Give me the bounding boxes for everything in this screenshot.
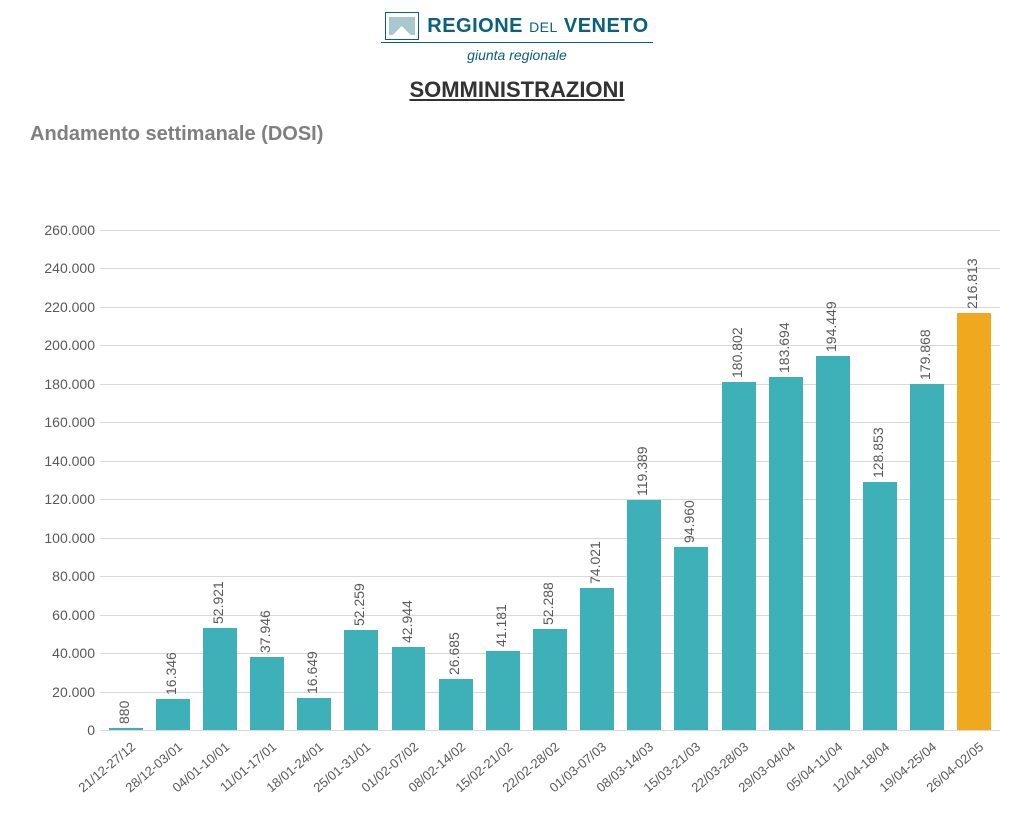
y-tick-label: 120.000: [30, 491, 95, 507]
bar: 52.259: [344, 630, 378, 730]
bar-value-label: 183.694: [776, 322, 792, 373]
bar-value-label: 16.346: [163, 652, 179, 695]
header: REGIONE DEL VENETO giunta regionale SOMM…: [0, 0, 1034, 103]
bar: 119.389: [627, 500, 661, 730]
bar-slot: 94.96015/03-21/03: [668, 230, 715, 730]
y-tick-label: 220.000: [30, 299, 95, 315]
bar: 42.944: [392, 647, 426, 730]
bar: 16.649: [297, 698, 331, 730]
bar-slot: 37.94611/01-17/01: [243, 230, 290, 730]
y-tick-label: 260.000: [30, 222, 95, 238]
y-tick-label: 200.000: [30, 337, 95, 353]
bar-value-label: 26.685: [446, 632, 462, 675]
bar-slot: 52.28822/02-28/02: [526, 230, 573, 730]
bar: 16.346: [156, 699, 190, 730]
bar-slot: 41.18115/02-21/02: [479, 230, 526, 730]
page: REGIONE DEL VENETO giunta regionale SOMM…: [0, 0, 1034, 837]
bar-value-label: 42.944: [399, 601, 415, 644]
bar: 52.288: [533, 629, 567, 730]
bar-slot: 16.64918/01-24/01: [291, 230, 338, 730]
y-tick-label: 20.000: [30, 684, 95, 700]
bar-value-label: 37.946: [257, 610, 273, 653]
org-name: REGIONE DEL VENETO: [427, 15, 648, 38]
y-tick-label: 160.000: [30, 414, 95, 430]
bar-slot: 88021/12-27/12: [102, 230, 149, 730]
org-name-del: DEL: [529, 19, 558, 35]
bar-value-label: 52.259: [351, 583, 367, 626]
bar: 194.449: [816, 356, 850, 730]
bar-slot: 179.86819/04-25/04: [904, 230, 951, 730]
bar: 26.685: [439, 679, 473, 730]
bar-slot: 42.94401/02-07/02: [385, 230, 432, 730]
bar-chart: 0 20.000 40.000 60.000 80.000 100.000 120.000 1…: [30, 230, 1010, 810]
y-tick-label: 0: [30, 722, 95, 738]
bar-slot: 52.92104/01-10/01: [196, 230, 243, 730]
bar-slot: 216.81326/04-02/05: [951, 230, 998, 730]
bar-value-label: 41.181: [493, 604, 509, 647]
bar-slot: 74.02101/03-07/03: [574, 230, 621, 730]
bar-value-label: 216.813: [964, 258, 980, 309]
org-logo: REGIONE DEL VENETO: [381, 10, 652, 43]
bar: 128.853: [863, 482, 897, 730]
bar-value-label: 128.853: [870, 428, 886, 479]
bar-value-label: 880: [116, 701, 132, 724]
bar-value-label: 180.802: [729, 328, 745, 379]
bar-slot: 119.38908/03-14/03: [621, 230, 668, 730]
plot-area: 88021/12-27/1216.34628/12-03/0152.92104/…: [100, 230, 1000, 730]
bar-value-label: 194.449: [823, 301, 839, 352]
bar-value-label: 94.960: [681, 501, 697, 544]
bar-slot: 194.44905/04-11/04: [809, 230, 856, 730]
bar-slot: 180.80222/03-28/03: [715, 230, 762, 730]
bar: 179.868: [910, 384, 944, 730]
y-tick-label: 240.000: [30, 260, 95, 276]
bar: 183.694: [769, 377, 803, 730]
bars-container: 88021/12-27/1216.34628/12-03/0152.92104/…: [100, 230, 1000, 730]
chart-subtitle: Andamento settimanale (DOSI): [30, 123, 1034, 146]
bar-value-label: 74.021: [587, 541, 603, 584]
bar: 52.921: [203, 628, 237, 730]
bar-slot: 183.69429/03-04/04: [762, 230, 809, 730]
y-tick-label: 80.000: [30, 568, 95, 584]
lion-logo-icon: [385, 12, 419, 40]
bar: 74.021: [580, 588, 614, 730]
bar-value-label: 52.288: [540, 583, 556, 626]
bar-slot: 52.25925/01-31/01: [338, 230, 385, 730]
bar-value-label: 179.868: [917, 330, 933, 381]
bar-value-label: 52.921: [210, 581, 226, 624]
y-tick-label: 140.000: [30, 453, 95, 469]
org-name-part-1: REGIONE: [427, 15, 523, 37]
y-tick-label: 180.000: [30, 376, 95, 392]
y-tick-label: 60.000: [30, 607, 95, 623]
bar-value-label: 119.389: [634, 447, 650, 497]
bar-value-label: 16.649: [304, 651, 320, 694]
gridline: [100, 730, 1000, 731]
y-tick-label: 40.000: [30, 645, 95, 661]
page-title: SOMMINISTRAZIONI: [0, 77, 1034, 103]
bar-slot: 16.34628/12-03/01: [149, 230, 196, 730]
bar: 180.802: [722, 382, 756, 730]
bar: 216.813: [957, 313, 991, 730]
y-tick-label: 100.000: [30, 530, 95, 546]
bar: 880: [109, 728, 143, 730]
bar: 37.946: [250, 657, 284, 730]
org-subtitle: giunta regionale: [0, 47, 1034, 63]
bar-slot: 128.85312/04-18/04: [857, 230, 904, 730]
bar-slot: 26.68508/02-14/02: [432, 230, 479, 730]
org-name-part-2: VENETO: [564, 15, 649, 37]
bar: 41.181: [486, 651, 520, 730]
bar: 94.960: [674, 547, 708, 730]
